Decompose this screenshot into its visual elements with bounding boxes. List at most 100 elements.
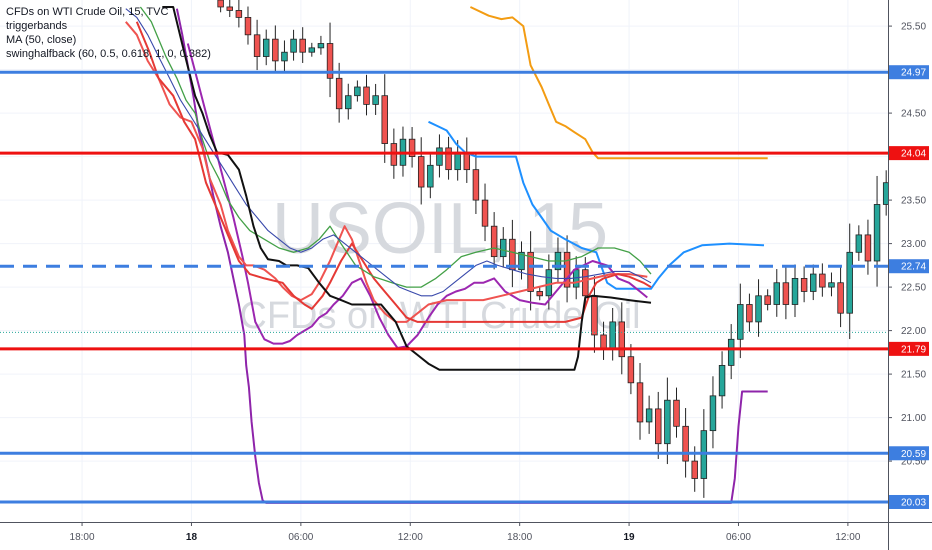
- candle: [308, 42, 316, 57]
- candle-body: [737, 304, 744, 340]
- candle: [299, 27, 306, 63]
- legend-title[interactable]: CFDs on WTI Crude Oil, 15, TVC: [6, 6, 169, 18]
- candle: [618, 302, 626, 375]
- candle-body: [335, 77, 343, 110]
- indicator-line: [135, 21, 652, 323]
- candle-body: [290, 38, 297, 53]
- price-badge-label: 20.03: [901, 497, 926, 508]
- candle-body: [481, 199, 489, 227]
- candle-body: [281, 51, 288, 62]
- candle-body: [381, 95, 388, 144]
- legend-indicator-ma[interactable]: MA (50, close): [6, 34, 77, 46]
- time-tick-label: 18:00: [70, 532, 95, 543]
- candle-body: [217, 0, 224, 8]
- candle: [855, 225, 863, 261]
- time-axis-bg: [0, 522, 932, 550]
- candle: [481, 183, 489, 242]
- price-tick-label: 24.50: [901, 109, 926, 120]
- legend-indicator-swinghalfback[interactable]: swinghalfback (60, 0.5, 0.618, 1, 0, 0.3…: [6, 48, 211, 60]
- price-tick-label: 23.00: [901, 239, 926, 250]
- candle-body: [609, 321, 616, 349]
- time-tick-label: 18:00: [507, 532, 532, 543]
- candle-body: [873, 204, 881, 262]
- candle: [490, 212, 498, 270]
- candle-body: [408, 138, 416, 157]
- candle: [727, 324, 735, 380]
- candle-body: [727, 338, 735, 366]
- candle: [773, 269, 780, 317]
- candle: [518, 241, 525, 280]
- candle-body: [490, 225, 498, 258]
- price-tick-label: 21.50: [901, 370, 926, 381]
- candle: [445, 136, 452, 180]
- candle-body: [691, 460, 698, 479]
- time-tick-label: 19: [624, 532, 636, 543]
- candle-body: [472, 169, 480, 201]
- candle: [800, 266, 808, 303]
- candle-body: [709, 395, 717, 432]
- price-badge-bg: [889, 446, 929, 461]
- price-badge-label: 22.74: [901, 262, 926, 273]
- time-tick-label: 12:00: [398, 532, 423, 543]
- candle-body: [618, 321, 626, 358]
- time-tick-label: 06:00: [288, 532, 313, 543]
- candle-body: [627, 356, 635, 384]
- candle: [645, 395, 653, 434]
- candle-body: [363, 86, 370, 105]
- indicator-line: [428, 120, 765, 290]
- candle-body: [536, 291, 543, 297]
- candle-body: [454, 151, 461, 171]
- candle: [381, 74, 388, 163]
- candle-body: [317, 43, 325, 49]
- candle: [864, 219, 872, 275]
- candle: [563, 235, 571, 303]
- candle: [764, 289, 771, 311]
- candle-body: [417, 156, 425, 188]
- candle: [746, 293, 753, 332]
- candle: [244, 6, 252, 45]
- candle-body: [655, 408, 662, 445]
- candle-body: [636, 382, 644, 423]
- candle-body: [682, 425, 689, 462]
- candle-body: [563, 251, 571, 288]
- candle: [791, 264, 799, 318]
- candle: [226, 0, 233, 18]
- candle-body: [810, 273, 817, 292]
- price-tick-label: 22.00: [901, 326, 926, 337]
- price-tick-label: 25.50: [901, 22, 926, 33]
- candle-body: [746, 304, 753, 323]
- candle-body: [518, 251, 525, 271]
- candle: [782, 266, 790, 320]
- candle: [810, 264, 817, 301]
- candle-body: [262, 38, 270, 57]
- time-tick-label: 06:00: [726, 532, 751, 543]
- candle-body: [345, 95, 352, 110]
- candle: [326, 22, 334, 98]
- candle: [354, 80, 361, 102]
- candle: [317, 35, 325, 55]
- candle: [627, 344, 635, 395]
- candle-body: [226, 6, 233, 11]
- price-tick-label: 23.50: [901, 196, 926, 207]
- legend-indicator-triggerbands[interactable]: triggerbands: [6, 20, 68, 32]
- candle: [427, 152, 434, 199]
- candle-body: [445, 147, 452, 171]
- candle: [253, 19, 261, 71]
- price-tick-label: 21.00: [901, 413, 926, 424]
- candle-body: [235, 10, 243, 18]
- candle-body: [591, 295, 598, 336]
- price-badge-bg: [889, 341, 929, 356]
- candle-body: [664, 399, 671, 445]
- candle-body: [846, 251, 853, 314]
- candle-body: [828, 282, 835, 288]
- candle: [262, 29, 270, 66]
- price-badge-bg: [889, 494, 929, 509]
- chart-legend: CFDs on WTI Crude Oil, 15, TVC triggerba…: [6, 5, 211, 61]
- candle: [235, 0, 243, 28]
- candle-body: [782, 282, 790, 305]
- candle-body: [527, 251, 534, 292]
- candle-body: [326, 43, 334, 79]
- candle: [673, 387, 680, 438]
- candle: [345, 83, 352, 120]
